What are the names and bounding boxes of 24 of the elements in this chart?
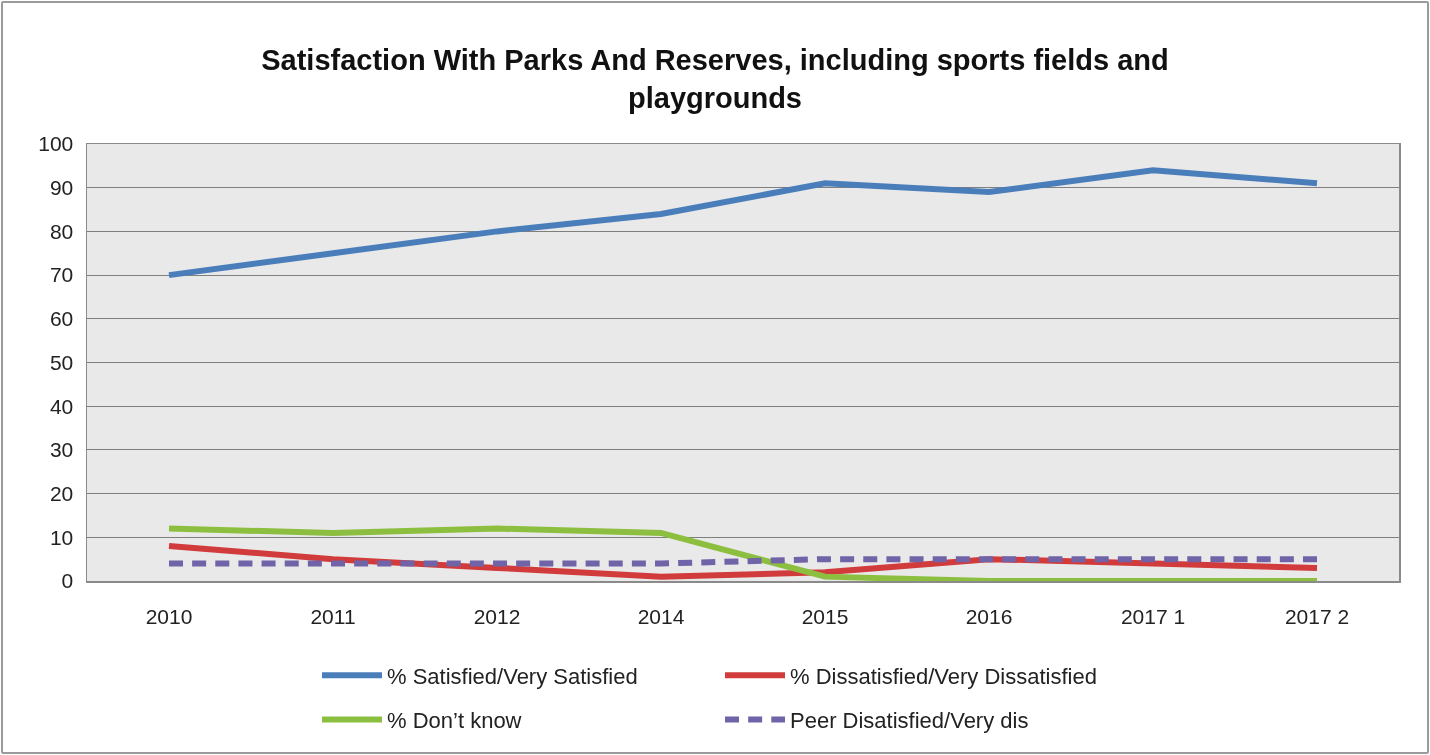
x-tick-label: 2017 2 (1284, 604, 1350, 628)
y-tick-label: 100 (38, 132, 74, 156)
x-tick-label: 2012 (473, 604, 521, 628)
y-tick-label: 80 (49, 219, 74, 243)
legend-label: % Satisfied/Very Satisfied (387, 663, 638, 689)
chart-title: Satisfaction With Parks And Reserves, including sports fields and playgrounds (261, 44, 1169, 115)
x-tick-label: 2017 1 (1120, 604, 1186, 628)
y-tick-label: 30 (49, 438, 74, 462)
legend-label: Peer Disatisfied/Very dis (790, 707, 1029, 733)
x-tick-label: 2015 (801, 604, 849, 628)
legend-label: % Don’t know (387, 707, 522, 733)
y-tick-label: 70 (49, 263, 74, 287)
y-tick-label: 90 (49, 176, 74, 200)
y-tick-label: 40 (49, 394, 74, 418)
x-tick-label: 2010 (145, 604, 193, 628)
y-tick-label: 60 (49, 307, 74, 331)
y-tick-label: 20 (49, 481, 74, 505)
y-tick-label: 0 (61, 569, 74, 593)
y-tick-label: 50 (49, 350, 74, 374)
x-tick-label: 2016 (965, 604, 1013, 628)
y-tick-label: 10 (49, 525, 74, 549)
x-tick-label: 2011 (310, 604, 356, 628)
x-tick-label: 2014 (637, 604, 685, 628)
legend-label: % Dissatisfied/Very Dissatisfied (790, 663, 1097, 689)
